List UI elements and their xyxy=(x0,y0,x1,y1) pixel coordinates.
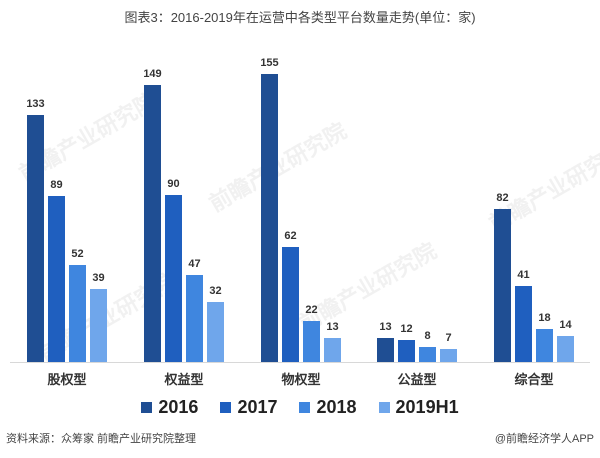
data-label: 13 xyxy=(326,321,339,333)
data-label: 62 xyxy=(284,230,297,242)
data-label: 90 xyxy=(167,178,180,190)
legend-item-2019H1: 2019H1 xyxy=(378,397,459,418)
bar-2018 xyxy=(303,321,320,362)
bar-2018 xyxy=(419,347,436,362)
data-label: 18 xyxy=(538,312,551,324)
data-label: 133 xyxy=(26,98,45,110)
data-label: 52 xyxy=(71,248,84,260)
bar-2017 xyxy=(165,195,182,362)
legend-item-2017: 2017 xyxy=(220,397,277,418)
bar-2017 xyxy=(282,247,299,362)
bar-2017 xyxy=(515,286,532,362)
bar-2018 xyxy=(186,275,203,362)
legend-label: 2019H1 xyxy=(395,397,459,417)
legend-swatch-icon xyxy=(299,402,311,413)
legend-label: 2018 xyxy=(316,397,357,417)
category-label: 权益型 xyxy=(164,372,204,387)
x-axis-line xyxy=(10,362,590,363)
bar-2018 xyxy=(69,265,86,362)
bar-2019H1 xyxy=(90,289,107,362)
data-label: 7 xyxy=(445,332,452,344)
data-label: 12 xyxy=(400,323,413,335)
legend-item-2018: 2018 xyxy=(299,397,357,418)
data-label: 39 xyxy=(92,272,105,284)
data-label: 32 xyxy=(209,285,222,297)
legend-item-2016: 2016 xyxy=(141,397,198,418)
credit-note: @前瞻经济学人APP xyxy=(494,433,594,445)
legend: 2016 2017 2018 2019H1 xyxy=(0,397,600,418)
legend-swatch-icon xyxy=(220,402,232,413)
legend-swatch-icon xyxy=(378,402,390,413)
data-label: 89 xyxy=(50,179,63,191)
data-label: 22 xyxy=(305,304,318,316)
data-label: 149 xyxy=(143,68,162,80)
chart-title: 图表3：2016-2019年在运营中各类型平台数量走势(单位：家) xyxy=(124,10,476,25)
data-label: 14 xyxy=(559,319,572,331)
bar-2016 xyxy=(377,338,394,362)
bar-2016 xyxy=(261,74,278,362)
category-label: 公益型 xyxy=(397,372,437,387)
bar-2016 xyxy=(144,85,161,362)
data-label: 47 xyxy=(188,258,201,270)
bar-2019H1 xyxy=(440,349,457,362)
bar-2017 xyxy=(48,196,65,362)
category-label: 综合型 xyxy=(514,372,554,387)
bar-2018 xyxy=(536,329,553,362)
bar-2016 xyxy=(27,115,44,362)
legend-label: 2017 xyxy=(237,397,278,417)
legend-swatch-icon xyxy=(141,402,153,413)
source-note: 资料来源：众筹家 前瞻产业研究院整理 xyxy=(6,433,197,445)
bar-2019H1 xyxy=(207,302,224,362)
bar-2016 xyxy=(494,209,511,362)
bar-2019H1 xyxy=(557,336,574,362)
category-label: 物权型 xyxy=(281,372,321,387)
bar-2019H1 xyxy=(324,338,341,362)
data-label: 8 xyxy=(424,330,431,342)
legend-label: 2016 xyxy=(158,397,199,417)
data-label: 155 xyxy=(260,57,279,69)
category-label: 股权型 xyxy=(47,372,87,387)
bar-2017 xyxy=(398,340,415,362)
data-label: 41 xyxy=(517,269,530,281)
data-label: 13 xyxy=(379,321,392,333)
data-label: 82 xyxy=(496,192,509,204)
